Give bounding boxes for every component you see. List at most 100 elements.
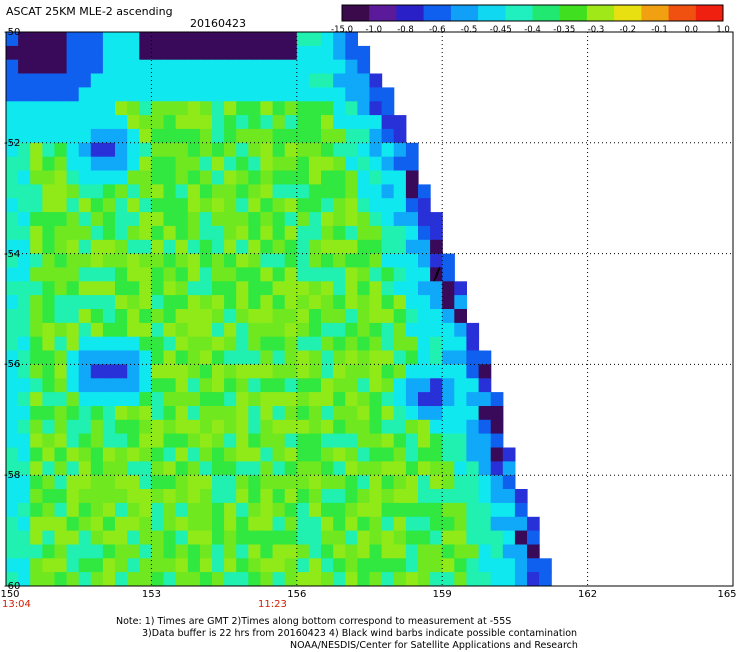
data-cell — [345, 87, 358, 101]
data-cell — [285, 184, 298, 198]
data-cell — [394, 517, 407, 532]
data-cell — [527, 517, 540, 532]
data-cell — [236, 32, 249, 47]
data-cell — [115, 101, 128, 115]
data-cell — [91, 309, 104, 324]
data-cell — [30, 545, 43, 559]
data-cell — [406, 184, 419, 198]
data-cell — [357, 226, 370, 241]
data-cell — [321, 309, 334, 324]
data-cell — [127, 461, 140, 476]
data-cell — [248, 198, 261, 213]
data-cell — [466, 392, 479, 407]
data-cell — [454, 295, 467, 310]
data-cell — [42, 267, 55, 282]
data-cell — [224, 198, 237, 213]
data-cell — [345, 157, 358, 171]
data-cell — [454, 531, 467, 546]
data-cell — [212, 226, 225, 241]
data-cell — [273, 184, 286, 198]
data-cell — [406, 461, 419, 476]
data-cell — [115, 87, 128, 101]
data-cell — [139, 74, 152, 89]
data-cell — [212, 406, 225, 420]
data-cell — [479, 531, 492, 546]
data-cell — [188, 254, 201, 268]
data-cell — [370, 295, 383, 310]
data-cell — [67, 378, 80, 393]
data-cell — [164, 226, 177, 241]
data-cell — [309, 143, 322, 157]
data-cell — [115, 309, 128, 324]
data-cell — [115, 267, 128, 282]
data-cell — [345, 364, 358, 379]
data-cell — [297, 267, 310, 282]
data-cell — [297, 351, 310, 366]
data-cell — [18, 337, 31, 351]
colorbar-label: -0.1 — [651, 26, 668, 35]
data-cell — [285, 101, 298, 115]
data-cell — [273, 171, 286, 186]
data-cell — [357, 115, 370, 129]
data-cell — [297, 545, 310, 559]
data-cell — [515, 503, 528, 518]
data-cell — [18, 378, 31, 393]
data-cell — [79, 503, 92, 518]
data-cell — [394, 171, 407, 186]
data-cell — [91, 87, 104, 101]
x-tick-label: 156 — [287, 590, 306, 600]
data-cell — [188, 101, 201, 115]
data-cell — [370, 392, 383, 407]
data-cell — [248, 240, 261, 255]
data-cell — [55, 309, 68, 324]
data-cell — [151, 323, 164, 338]
data-cell — [67, 60, 80, 74]
data-cell — [139, 254, 152, 268]
data-cell — [103, 74, 116, 89]
data-cell — [212, 503, 225, 518]
data-cell — [164, 364, 177, 379]
data-cell — [79, 545, 92, 559]
data-cell — [224, 32, 237, 47]
data-cell — [103, 254, 116, 268]
data-cell — [55, 531, 68, 546]
data-cell — [236, 586, 249, 600]
data-cell — [224, 461, 237, 476]
data-cell — [115, 461, 128, 476]
data-cell — [285, 503, 298, 518]
data-cell — [333, 226, 346, 241]
data-cell — [103, 517, 116, 532]
data-cell — [345, 46, 358, 61]
data-cell — [103, 420, 116, 435]
data-cell — [357, 378, 370, 393]
data-cell — [273, 309, 286, 324]
data-cell — [236, 517, 249, 532]
data-cell — [200, 572, 213, 587]
data-cell — [454, 364, 467, 379]
data-cell — [151, 198, 164, 213]
data-cell — [236, 184, 249, 198]
data-cell — [333, 60, 346, 74]
data-cell — [382, 198, 395, 213]
data-cell — [321, 115, 334, 129]
data-cell — [503, 586, 516, 600]
data-cell — [297, 475, 310, 489]
data-cell — [466, 461, 479, 476]
data-cell — [357, 448, 370, 463]
data-cell — [18, 212, 31, 226]
data-cell — [188, 171, 201, 186]
data-cell — [115, 143, 128, 157]
data-cell — [345, 198, 358, 213]
data-cell — [285, 420, 298, 435]
data-cell — [345, 434, 358, 449]
data-cell — [466, 420, 479, 435]
data-cell — [127, 517, 140, 532]
data-cell — [345, 461, 358, 476]
colorbar-label: -15.0 — [331, 26, 353, 35]
colorbar-swatch — [342, 5, 370, 21]
data-cell — [30, 240, 43, 255]
data-cell — [67, 101, 80, 115]
data-cell — [224, 309, 237, 324]
data-cell — [6, 517, 19, 532]
data-cell — [370, 351, 383, 366]
